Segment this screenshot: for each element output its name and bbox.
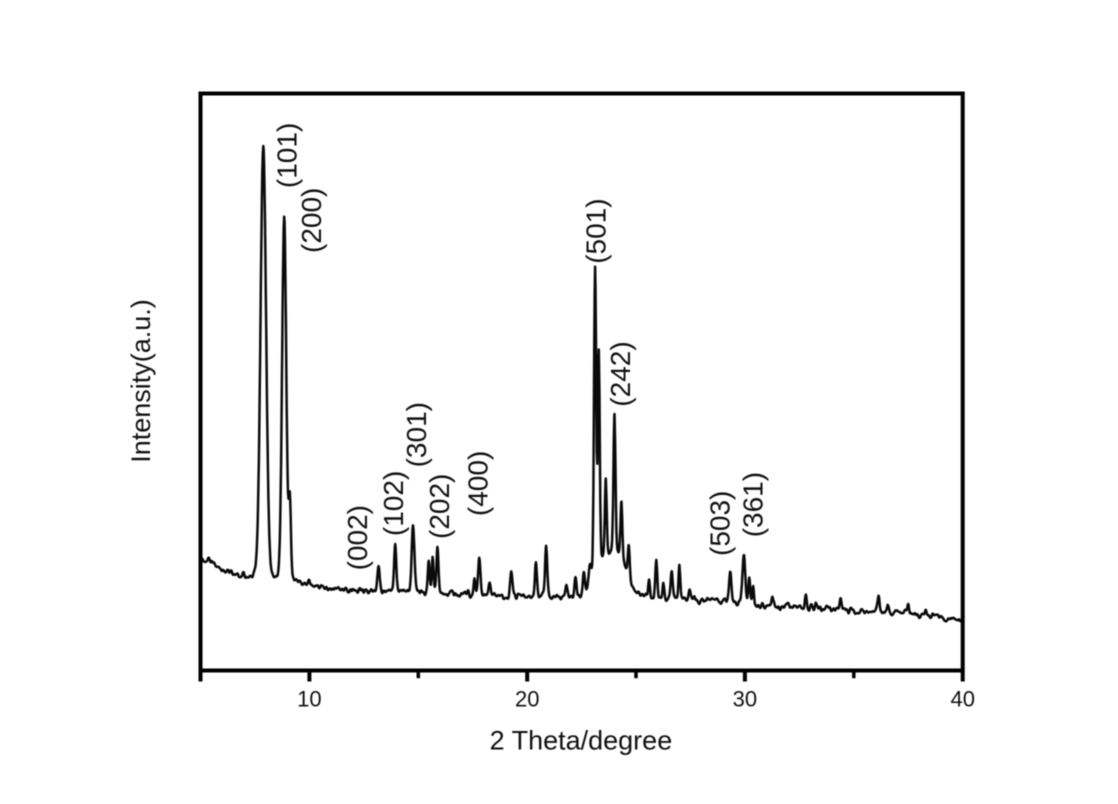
svg-text:(102): (102) xyxy=(378,471,409,536)
svg-text:(202): (202) xyxy=(424,474,455,539)
svg-text:40: 40 xyxy=(950,687,974,712)
svg-text:Intensity(a.u.): Intensity(a.u.) xyxy=(126,299,156,463)
svg-text:(002): (002) xyxy=(342,505,373,570)
svg-text:(361): (361) xyxy=(738,472,769,537)
svg-text:2 Theta/degree: 2 Theta/degree xyxy=(490,726,673,756)
svg-text:10: 10 xyxy=(297,687,321,712)
svg-text:(242): (242) xyxy=(605,341,636,406)
svg-text:(200): (200) xyxy=(296,188,327,253)
svg-text:20: 20 xyxy=(515,687,539,712)
svg-text:(301): (301) xyxy=(401,402,432,467)
svg-text:(501): (501) xyxy=(580,198,611,263)
svg-text:(101): (101) xyxy=(271,123,302,188)
svg-text:(400): (400) xyxy=(462,451,493,516)
svg-text:30: 30 xyxy=(733,687,757,712)
svg-text:(503): (503) xyxy=(705,491,736,556)
